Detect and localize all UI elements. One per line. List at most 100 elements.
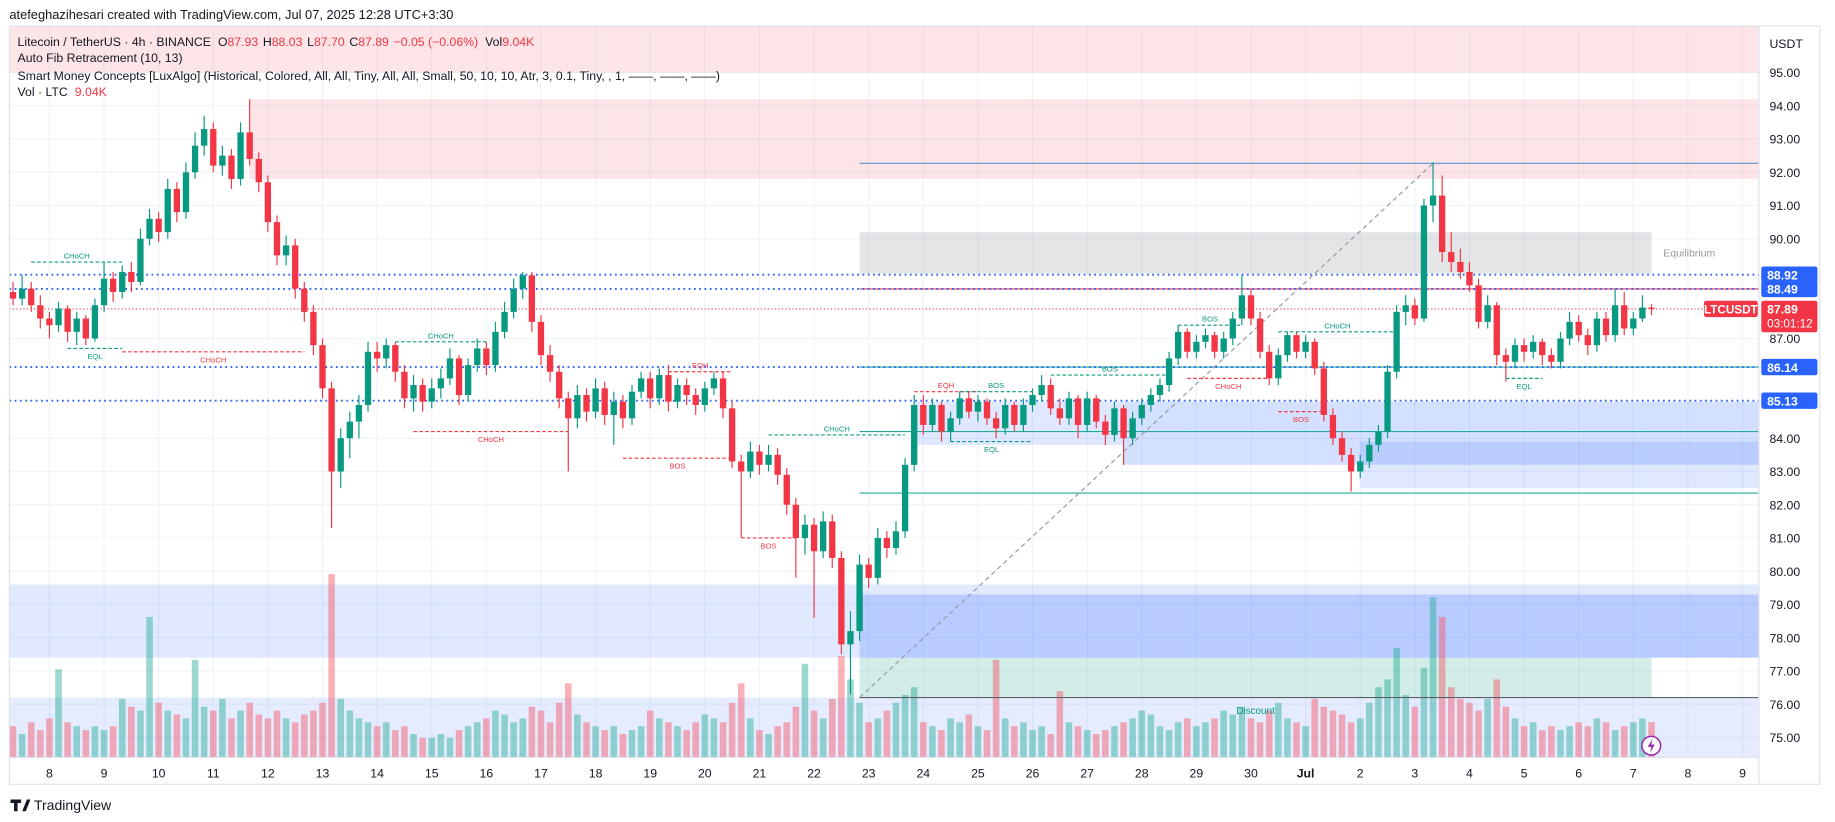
level-label: 88.92	[1767, 268, 1798, 282]
candle-body	[1120, 408, 1127, 439]
volume-bar	[428, 737, 436, 758]
volume-bar	[328, 574, 335, 758]
volume-bar	[382, 722, 390, 758]
candle-body	[264, 182, 272, 223]
volume-bar	[901, 694, 909, 758]
volume-bar	[164, 710, 172, 758]
candles	[9, 99, 1655, 695]
volume-bar	[401, 726, 408, 758]
volume-bar	[1256, 722, 1264, 758]
candle-body	[301, 288, 308, 312]
volume-bar	[910, 687, 918, 758]
candle-body	[1065, 398, 1073, 419]
volume-bar	[874, 718, 882, 758]
alert-bolt	[1647, 738, 1655, 753]
volume-bar	[1475, 710, 1482, 758]
candle-body	[1175, 331, 1182, 359]
volume-bar	[1420, 667, 1428, 758]
candle-body	[1202, 335, 1209, 342]
volume-bar	[1429, 597, 1437, 758]
volume-bar	[346, 710, 354, 758]
volume-bar	[1001, 718, 1009, 758]
candle-body	[191, 145, 199, 173]
volume-bar	[1211, 718, 1218, 758]
candle-body	[965, 398, 972, 412]
volume-bar	[683, 730, 690, 758]
volume-bar	[637, 726, 645, 758]
volume-bar	[1302, 726, 1309, 758]
structure-label: BOS	[761, 542, 777, 551]
candle-body	[911, 404, 918, 465]
zone	[9, 25, 1759, 73]
x-tick-label: 23	[862, 766, 876, 780]
x-tick-label: 10	[152, 766, 166, 780]
candle-body	[783, 474, 790, 505]
volume-bar	[1229, 714, 1237, 758]
x-tick-label: Jul	[1297, 766, 1315, 780]
candle-body	[437, 378, 444, 389]
countdown: 03:01:12	[1767, 318, 1812, 331]
candle-body	[1138, 404, 1145, 419]
header: atefeghazihesari created with TradingVie…	[9, 7, 453, 22]
candle-body	[55, 308, 62, 326]
x-tick-label: 20	[698, 766, 712, 780]
x-tick-label: 9	[101, 766, 108, 780]
candle-body	[1520, 345, 1528, 352]
candle-body	[874, 537, 881, 578]
volume-bar	[437, 733, 445, 758]
legend-main: Litecoin / TetherUS · 4h · BINANCE O87.93…	[18, 35, 536, 49]
volume-bar	[1102, 730, 1109, 758]
volume-bar	[610, 726, 618, 758]
candle-body	[9, 291, 17, 299]
candle-body	[619, 401, 627, 419]
volume-bar	[956, 722, 963, 758]
last-symbol: LTCUSDT	[1704, 304, 1759, 317]
candle-body	[974, 401, 982, 412]
volume-bar	[100, 730, 108, 758]
candle-body	[1502, 355, 1510, 362]
x-tick-label: 29	[1190, 766, 1204, 780]
volume-bar	[583, 722, 590, 758]
candle-body	[1548, 355, 1555, 362]
zone	[859, 657, 1652, 698]
volume-bar	[1402, 694, 1410, 758]
volume-bar	[519, 718, 527, 758]
candle-body	[1411, 305, 1419, 319]
field-value: 87.89	[358, 35, 389, 49]
volume-bar	[410, 733, 417, 758]
x-tick-label: 22	[807, 766, 821, 780]
candle-body	[237, 132, 244, 179]
volume-bar	[91, 726, 99, 758]
candle-body	[492, 331, 499, 366]
structure-label: CHoCH	[824, 424, 850, 433]
x-tick-label: 27	[1080, 766, 1094, 780]
candle-body	[765, 454, 772, 465]
candle-body	[173, 188, 181, 213]
candle-body	[428, 388, 435, 402]
candle-body	[246, 132, 253, 159]
volume-legend: Vol · LTC 9.04K	[18, 85, 108, 99]
y-tick-label: 92.00	[1769, 166, 1800, 180]
candle-body	[1338, 438, 1346, 455]
y-tick-label: 83.00	[1769, 465, 1800, 479]
candle-body	[692, 395, 699, 405]
volume-bar	[1320, 706, 1328, 758]
candle-body	[1111, 408, 1118, 435]
zone	[9, 697, 1759, 758]
volume-bar	[355, 718, 363, 758]
candle-body	[519, 275, 526, 289]
candle-body	[1275, 355, 1282, 379]
candle-body	[1229, 318, 1236, 339]
x-tick-label: 8	[46, 766, 53, 780]
x-tick-label: 24	[916, 766, 930, 780]
candle-body	[1038, 385, 1045, 396]
volume-bar	[1375, 687, 1382, 758]
candle-body	[556, 371, 563, 399]
candle-body	[774, 454, 781, 475]
candle-body	[819, 521, 827, 552]
x-tick-label: 8	[1685, 766, 1692, 780]
volume-bar	[1284, 718, 1291, 758]
x-tick-label: 15	[425, 766, 439, 780]
